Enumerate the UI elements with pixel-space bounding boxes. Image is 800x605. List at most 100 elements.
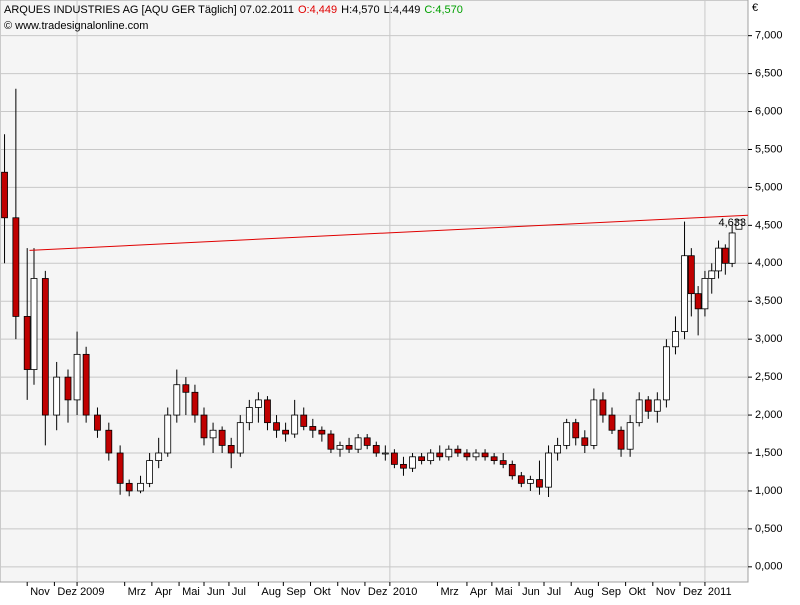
y-tick-label: 4,000 [755,257,783,269]
candle-body [554,445,561,454]
x-tick-label: Nov [30,586,50,598]
candle-body [490,456,498,461]
candle-body [608,414,616,431]
y-tick-label: 2,000 [755,409,783,421]
candle-body [363,437,371,446]
candle-body [73,353,81,401]
candle-body [390,452,398,465]
candle-body [273,422,280,431]
candle-body [372,445,380,454]
candle-body [125,482,133,492]
candle-body [644,399,652,412]
ohlc-value: L:4,449 [384,4,421,16]
candle-body [264,399,271,424]
y-unit: € [752,2,758,14]
candle-body [687,255,695,295]
candle-body [327,433,335,450]
candle-body [381,452,389,455]
y-tick-label: 1,000 [755,485,783,497]
candle-body [499,460,507,465]
candle-body [653,399,661,412]
candle-body [218,429,226,446]
candle-body [209,429,217,439]
candle-body [508,463,516,477]
y-tick-label: 2,500 [755,371,783,383]
candle-body [599,399,607,416]
candle-body [701,278,709,310]
candle-body [146,460,154,484]
y-tick-label: 0,500 [755,523,783,535]
candle-body [400,463,407,469]
x-tick-label: Apr [155,586,172,598]
candle-body [236,422,244,454]
candle-body [481,452,489,458]
candle-body [137,482,144,492]
labels: ARQUES INDUSTRIES AG [AQU GER Täglich] 0… [4,2,783,598]
y-tick-label: 0,000 [755,561,783,573]
y-tick-label: 7,000 [755,30,783,42]
x-tick-label: Mai [182,586,200,598]
candle-body [663,346,670,401]
x-tick-label: Sep [601,586,621,598]
candle-body [708,270,716,279]
x-tick-label: Aug [574,586,594,598]
candle-body [590,399,598,446]
candle-body [694,293,702,310]
candle-body [94,414,101,431]
x-tick-label: Mai [495,586,513,598]
candle-body [581,437,589,446]
ohlc-value: C:4,570 [424,4,463,16]
candle-body [245,407,253,424]
x-tick-label: Apr [470,586,487,598]
y-tick-label: 5,000 [755,181,783,193]
candle-body [1,171,8,219]
x-tick-label: Dez [57,586,77,598]
x-tick-label: Aug [261,586,281,598]
x-tick-label: 2010 [393,586,417,598]
candle-body [227,445,235,454]
candle-body [626,422,634,450]
candle-body [545,452,552,488]
candle-body [517,475,525,484]
candle-body [472,452,480,458]
candle-body [715,247,722,272]
candle-body [445,448,453,458]
candle-body [635,399,643,424]
x-tick-label: Sep [286,586,306,598]
candle-body [409,456,416,469]
candle-body [105,429,113,454]
candle-body [672,331,679,348]
candle-body [536,479,543,488]
ohlc-value: H:4,570 [341,4,380,16]
x-tick-label: Jul [547,586,561,598]
x-tick-label: 2011 [708,586,732,598]
copyright: © www.tradesignalonline.com [4,20,148,32]
candle-body [681,255,688,332]
y-tick-label: 6,500 [755,68,783,80]
candle-body [64,376,72,401]
candle-body [527,479,534,484]
candle-body [182,384,190,393]
candle-body [173,384,181,416]
candle-body [309,426,317,431]
y-tick-label: 6,000 [755,105,783,117]
candle-body [418,456,426,461]
candle-body [318,429,326,435]
candle-body [254,399,262,408]
candle-body [728,232,736,264]
candle-body [200,414,208,439]
candle-body [12,217,20,317]
candle-body [336,445,344,450]
candle-body [30,278,38,370]
candle-body [191,391,199,416]
candle-body [53,376,61,416]
x-tick-label: Mrz [440,586,458,598]
y-tick-label: 1,500 [755,447,783,459]
candles [1,88,749,498]
y-tick-label: 3,500 [755,295,783,307]
candle-body [354,437,362,450]
candle-body [282,429,290,435]
x-tick-label: 2009 [80,586,104,598]
x-tick-label: Nov [341,586,361,598]
